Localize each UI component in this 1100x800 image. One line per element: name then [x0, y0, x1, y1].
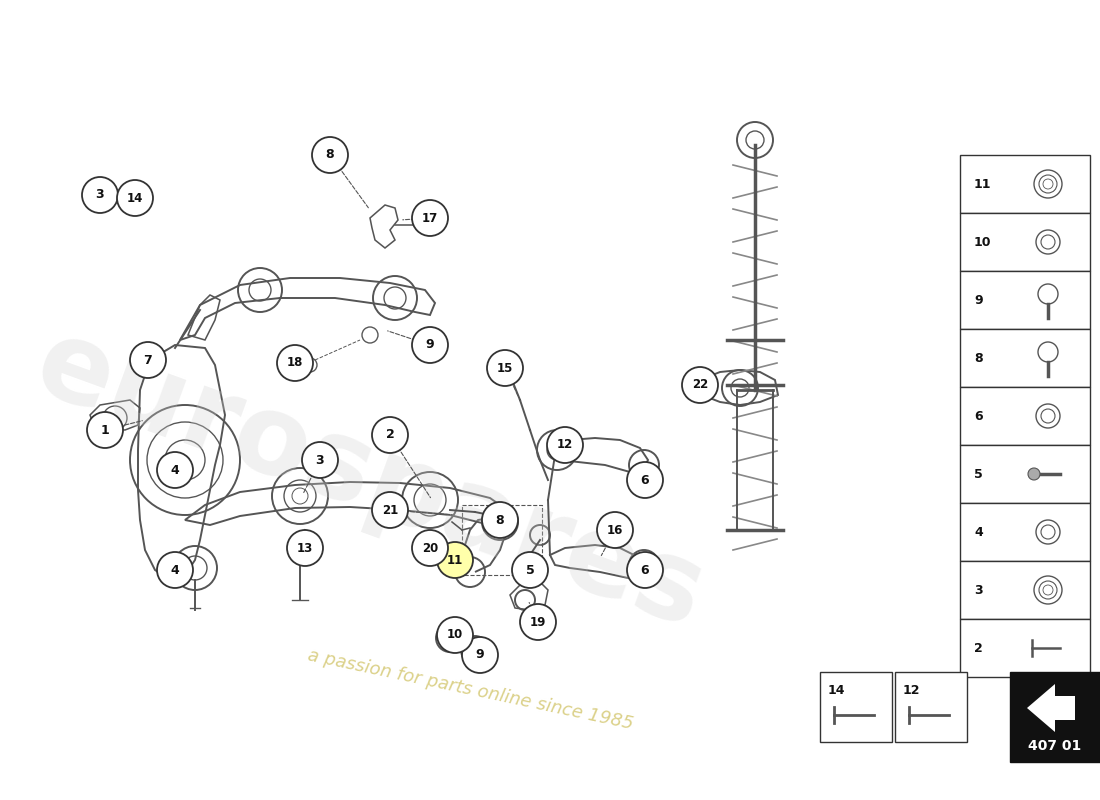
Bar	[960, 213, 1090, 271]
Circle shape	[287, 530, 323, 566]
Text: 4: 4	[974, 526, 982, 538]
Text: 18: 18	[287, 357, 304, 370]
Bar	[960, 445, 1090, 503]
Bar	[960, 155, 1090, 213]
Bar	[820, 672, 892, 742]
Text: 11: 11	[447, 554, 463, 566]
Circle shape	[157, 552, 192, 588]
Text: a passion for parts online since 1985: a passion for parts online since 1985	[306, 646, 635, 734]
Circle shape	[462, 637, 498, 673]
Circle shape	[372, 417, 408, 453]
Circle shape	[302, 442, 338, 478]
Bar	[960, 561, 1090, 619]
Text: 9: 9	[426, 338, 434, 351]
Text: 6: 6	[640, 474, 649, 486]
Text: 3: 3	[316, 454, 324, 466]
Text: 7: 7	[144, 354, 153, 366]
Text: 19: 19	[530, 615, 547, 629]
Polygon shape	[1027, 684, 1075, 732]
Circle shape	[520, 604, 556, 640]
Text: 3: 3	[974, 583, 982, 597]
Text: 6: 6	[640, 563, 649, 577]
Bar	[1010, 672, 1100, 762]
Bar	[462, 505, 542, 575]
Circle shape	[372, 492, 408, 528]
Text: 14: 14	[126, 191, 143, 205]
Text: 5: 5	[974, 467, 982, 481]
Circle shape	[627, 552, 663, 588]
Circle shape	[482, 502, 518, 538]
Text: 12: 12	[557, 438, 573, 451]
Bar	[960, 271, 1090, 329]
Text: 2: 2	[386, 429, 395, 442]
Text: 9: 9	[974, 294, 982, 306]
Text: 4: 4	[170, 463, 179, 477]
Text: 17: 17	[422, 211, 438, 225]
Text: eurospares: eurospares	[22, 310, 718, 650]
Circle shape	[130, 342, 166, 378]
Circle shape	[117, 180, 153, 216]
Text: 8: 8	[326, 149, 334, 162]
Text: 20: 20	[422, 542, 438, 554]
Circle shape	[277, 345, 313, 381]
Bar	[960, 503, 1090, 561]
Circle shape	[412, 327, 448, 363]
Text: 12: 12	[903, 684, 921, 697]
Text: 21: 21	[382, 503, 398, 517]
Circle shape	[682, 367, 718, 403]
Circle shape	[412, 200, 448, 236]
Text: 10: 10	[447, 629, 463, 642]
Text: 407 01: 407 01	[1028, 739, 1081, 753]
Circle shape	[437, 617, 473, 653]
Text: 14: 14	[828, 684, 846, 697]
Circle shape	[157, 452, 192, 488]
Text: 16: 16	[607, 523, 624, 537]
Circle shape	[312, 137, 348, 173]
Circle shape	[627, 462, 663, 498]
Bar	[895, 672, 967, 742]
Text: 15: 15	[497, 362, 514, 374]
Bar	[960, 387, 1090, 445]
Circle shape	[597, 512, 632, 548]
Text: 5: 5	[526, 563, 535, 577]
Circle shape	[412, 530, 448, 566]
Circle shape	[1028, 468, 1040, 480]
Text: 2: 2	[974, 642, 982, 654]
Bar	[960, 329, 1090, 387]
Text: 8: 8	[974, 351, 982, 365]
Circle shape	[437, 542, 473, 578]
Circle shape	[547, 427, 583, 463]
Text: 13: 13	[297, 542, 313, 554]
Circle shape	[82, 177, 118, 213]
Text: 1: 1	[100, 423, 109, 437]
Bar	[960, 619, 1090, 677]
Text: 8: 8	[496, 514, 504, 526]
Circle shape	[87, 412, 123, 448]
Text: 11: 11	[974, 178, 991, 190]
Text: 9: 9	[475, 649, 484, 662]
Text: 4: 4	[170, 563, 179, 577]
Circle shape	[512, 552, 548, 588]
Text: 10: 10	[974, 235, 991, 249]
Text: 3: 3	[96, 189, 104, 202]
Text: 6: 6	[974, 410, 982, 422]
Text: 22: 22	[692, 378, 708, 391]
Circle shape	[487, 350, 522, 386]
